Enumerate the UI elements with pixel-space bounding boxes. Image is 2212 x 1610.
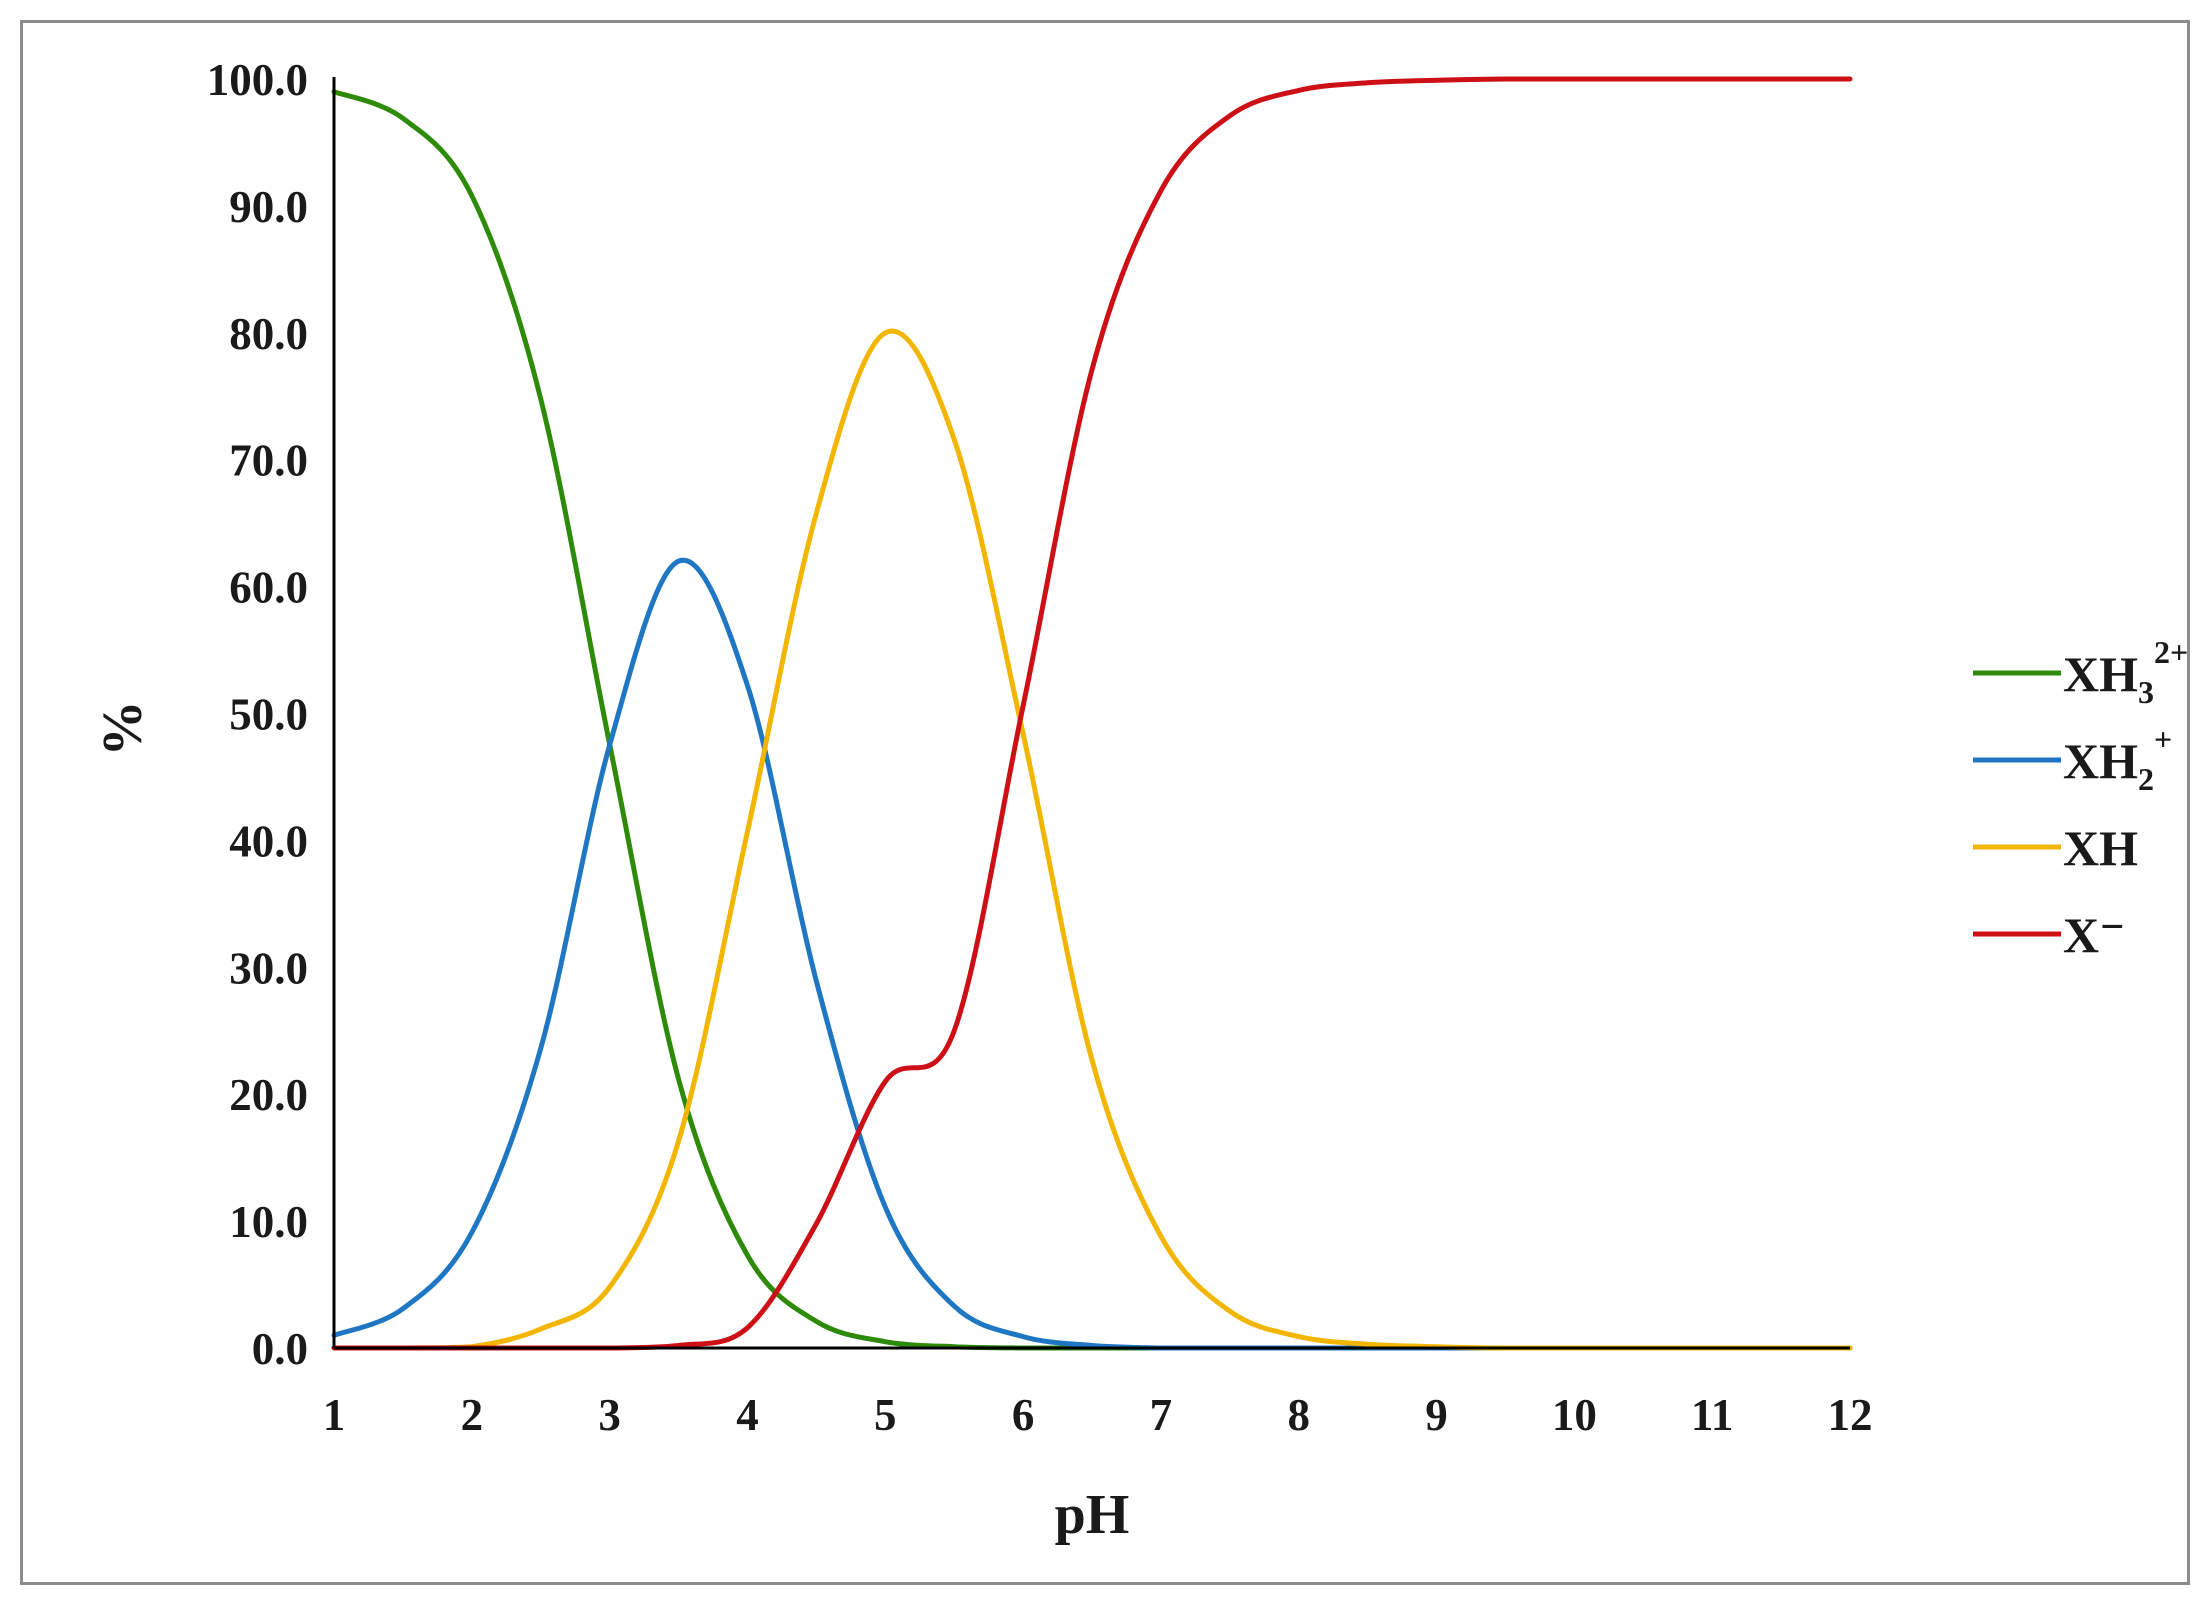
- plot-area: [331, 76, 1853, 1351]
- series-line-3: [331, 76, 1853, 1351]
- x-tick-label: 3: [598, 1390, 621, 1440]
- y-tick-label: 20.0: [229, 1070, 308, 1120]
- y-tick-label: 0.0: [252, 1324, 308, 1374]
- x-tick-label: 12: [1828, 1390, 1873, 1440]
- y-tick-label: 60.0: [229, 563, 308, 613]
- y-tick-label: 100.0: [207, 55, 308, 105]
- x-tick-label: 4: [736, 1390, 759, 1440]
- x-axis: 1 2 3 4 5 6 7 8 9 10 11 12: [323, 1346, 1873, 1440]
- legend-label: XH2+: [2063, 721, 2172, 797]
- y-tick-label: 40.0: [229, 816, 308, 866]
- x-tick-label: 7: [1150, 1390, 1173, 1440]
- series-line-0: [331, 89, 1853, 1351]
- legend: XH32+ XH2+ XH X⁻: [1973, 634, 2188, 963]
- x-tick-label: 9: [1425, 1390, 1448, 1440]
- y-tick-label: 90.0: [229, 182, 308, 232]
- y-tick-label: 10.0: [229, 1197, 308, 1247]
- chart-frame: 1 2 3 4 5 6 7 8 9 10 11 12 0.0 10.0 20.0 30.0 40.0 50.0 6…: [20, 20, 2190, 1585]
- y-tick-label: 30.0: [229, 943, 308, 993]
- x-tick-label: 1: [323, 1390, 346, 1440]
- legend-item: XH32+: [1973, 634, 2188, 710]
- y-axis-title: %: [92, 701, 154, 757]
- y-tick-label: 50.0: [229, 690, 308, 740]
- y-axis: 0.0 10.0 20.0 30.0 40.0 50.0 60.0 70.0 80.0 90.0 1…: [207, 55, 336, 1374]
- x-tick-label: 5: [874, 1390, 897, 1440]
- x-tick-label: 6: [1012, 1390, 1034, 1440]
- x-tick-label: 2: [461, 1390, 484, 1440]
- x-tick-label: 11: [1691, 1390, 1734, 1440]
- legend-label: XH32+: [2063, 634, 2188, 710]
- x-axis-title: pH: [1055, 1484, 1130, 1546]
- x-tick-label: 8: [1287, 1390, 1310, 1440]
- legend-item: X⁻: [1973, 907, 2126, 963]
- legend-item: XH: [1973, 820, 2138, 876]
- legend-label: X⁻: [2063, 907, 2126, 963]
- legend-item: XH2+: [1973, 721, 2172, 797]
- x-tick-label: 10: [1552, 1390, 1597, 1440]
- legend-label: XH: [2063, 820, 2138, 876]
- chart-svg: 1 2 3 4 5 6 7 8 9 10 11 12 0.010.020.030.040.050.06…: [92, 55, 2188, 1546]
- y-tick-label: 70.0: [229, 436, 308, 486]
- series-line-1: [331, 557, 1853, 1351]
- y-tick-label: 80.0: [229, 309, 308, 359]
